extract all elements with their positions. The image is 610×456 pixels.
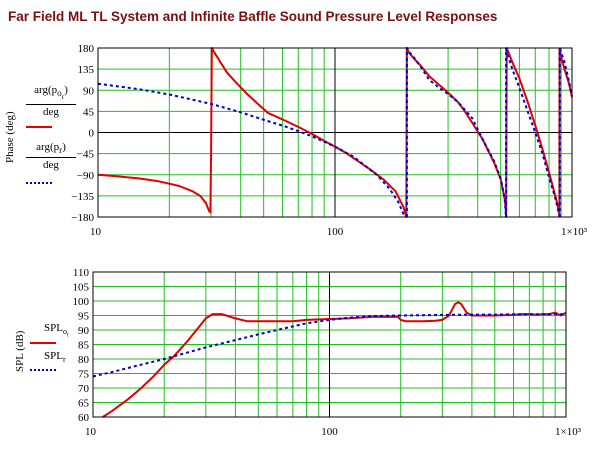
bottom-x-tick-label: 10 [85,426,97,438]
bottom-series-red [102,301,567,418]
top-y-axis-label: Phase (deg) [4,111,16,163]
bottom-x-tick-label: 1×10³ [555,426,582,438]
top-plot-border [97,47,573,218]
top-legend-swatch-blue [26,182,52,184]
top-y-tick-label: −135 [71,191,94,203]
top-x-tick-label: 100 [327,226,344,238]
bottom-y-tick-label: 90 [78,325,90,337]
top-series-blue [97,47,573,218]
bottom-y-tick-label: 60 [78,412,90,424]
bottom-legend-entry-blue: SPLr [44,350,66,365]
bottom-y-tick-label: 100 [73,296,90,308]
bottom-x-tick-label: 100 [321,426,338,438]
bottom-legend-entry-red: SPLor [44,322,69,339]
bottom-y-tick-label: 95 [78,311,90,323]
top-y-tick-label: −45 [77,149,95,161]
top-y-tick-label: 180 [78,43,95,55]
bottom-y-axis-label: SPL (dB) [14,330,26,372]
top-x-tick-label: 10 [90,226,102,238]
top-y-tick-label: 0 [89,128,95,140]
top-y-tick-label: 90 [83,85,95,97]
top-y-tick-label: −180 [71,212,94,224]
bottom-y-tick-label: 110 [73,267,90,279]
bottom-y-tick-label: 85 [78,340,90,352]
top-y-tick-label: 135 [78,64,95,76]
bottom-y-tick-label: 70 [78,383,90,395]
top-legend-swatch-red [26,126,52,128]
chart-title: Far Field ML TL System and Infinite Baff… [8,9,498,24]
top-x-tick-label: 1×10³ [561,226,588,238]
bottom-y-tick-label: 75 [78,369,90,381]
bottom-legend-swatch-red [30,342,56,344]
bottom-plot-border [92,271,567,418]
top-legend-entry-red: arg(por) deg [26,84,76,118]
top-y-tick-label: −90 [77,170,95,182]
bottom-y-tick-label: 105 [73,282,90,294]
bottom-y-tick-label: 80 [78,354,90,366]
top-legend-entry-blue: arg(pr) deg [26,141,76,171]
bottom-legend-swatch-blue [30,369,56,371]
top-y-tick-label: 45 [83,106,95,118]
bottom-y-tick-label: 65 [78,398,90,410]
